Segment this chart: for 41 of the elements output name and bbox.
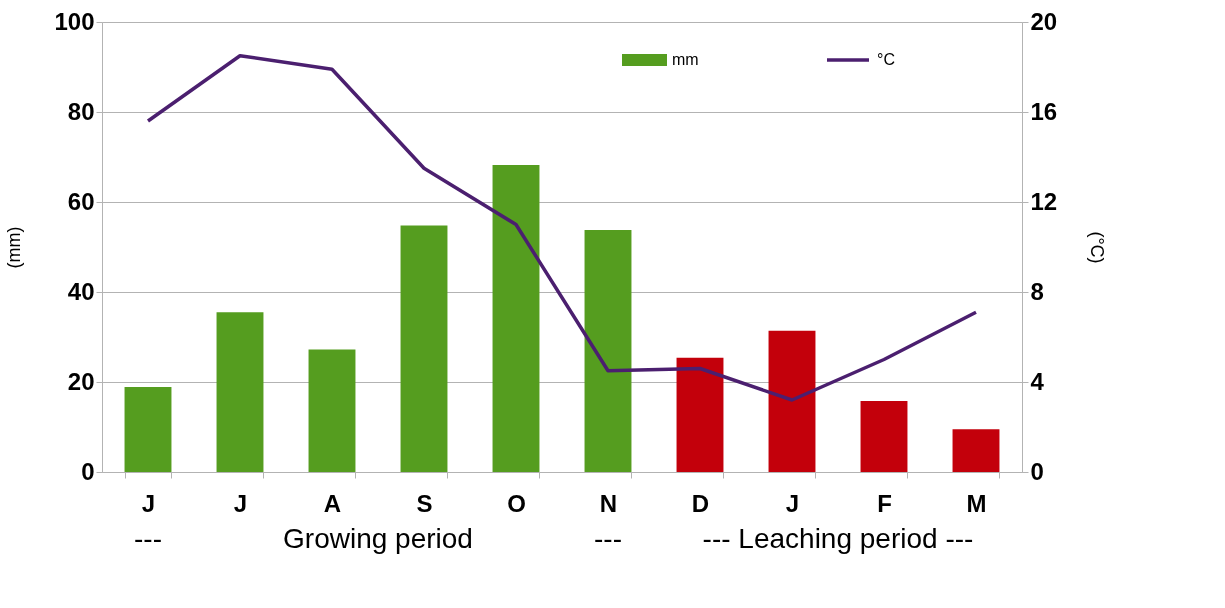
bar — [584, 229, 632, 472]
bar — [676, 357, 724, 472]
y2-tick-label: 0 — [1030, 457, 1044, 485]
text: --- Leaching period --- — [702, 523, 974, 554]
line-series — [146, 54, 978, 402]
x-tick-label: S — [416, 489, 433, 517]
bar — [400, 225, 448, 472]
x-tick-label: M — [966, 489, 987, 517]
text: Growing period — [283, 523, 473, 554]
y-axis-title: (mm) — [4, 226, 25, 269]
y-tick-label: 60 — [67, 187, 95, 215]
x-tick-label: D — [691, 489, 710, 517]
y-tick-label: 0 — [81, 457, 95, 485]
y-tick-label: 20 — [67, 367, 95, 395]
x-tick-label: O — [507, 489, 526, 517]
text: --- — [594, 523, 622, 554]
bar — [124, 386, 172, 472]
x-tick-label: J — [233, 489, 248, 517]
y2-tick-label: 8 — [1030, 277, 1044, 305]
y2-axis-title: (°C) — [1087, 231, 1108, 264]
legend-label: °C — [877, 51, 895, 68]
y-tick-label: 80 — [67, 97, 95, 125]
y-tick-label: 40 — [67, 277, 95, 305]
y2-tick-label: 20 — [1030, 7, 1058, 35]
x-tick-label: F — [877, 489, 892, 517]
text: --- — [134, 523, 162, 554]
bar — [860, 400, 908, 472]
x-tick-label: J — [141, 489, 156, 517]
y2-tick-label: 16 — [1030, 97, 1058, 125]
legend-label: mm — [672, 51, 699, 68]
y2-tick-label: 4 — [1030, 367, 1045, 395]
bar — [952, 429, 1000, 472]
x-tick-label: J — [785, 489, 800, 517]
bar — [308, 349, 356, 472]
bar — [768, 330, 816, 472]
x-tick-label: N — [599, 489, 618, 517]
x-tick-label: A — [323, 489, 342, 517]
bar — [216, 312, 264, 472]
y2-tick-label: 12 — [1030, 187, 1058, 215]
bar — [492, 165, 540, 472]
y-tick-label: 100 — [54, 7, 95, 35]
